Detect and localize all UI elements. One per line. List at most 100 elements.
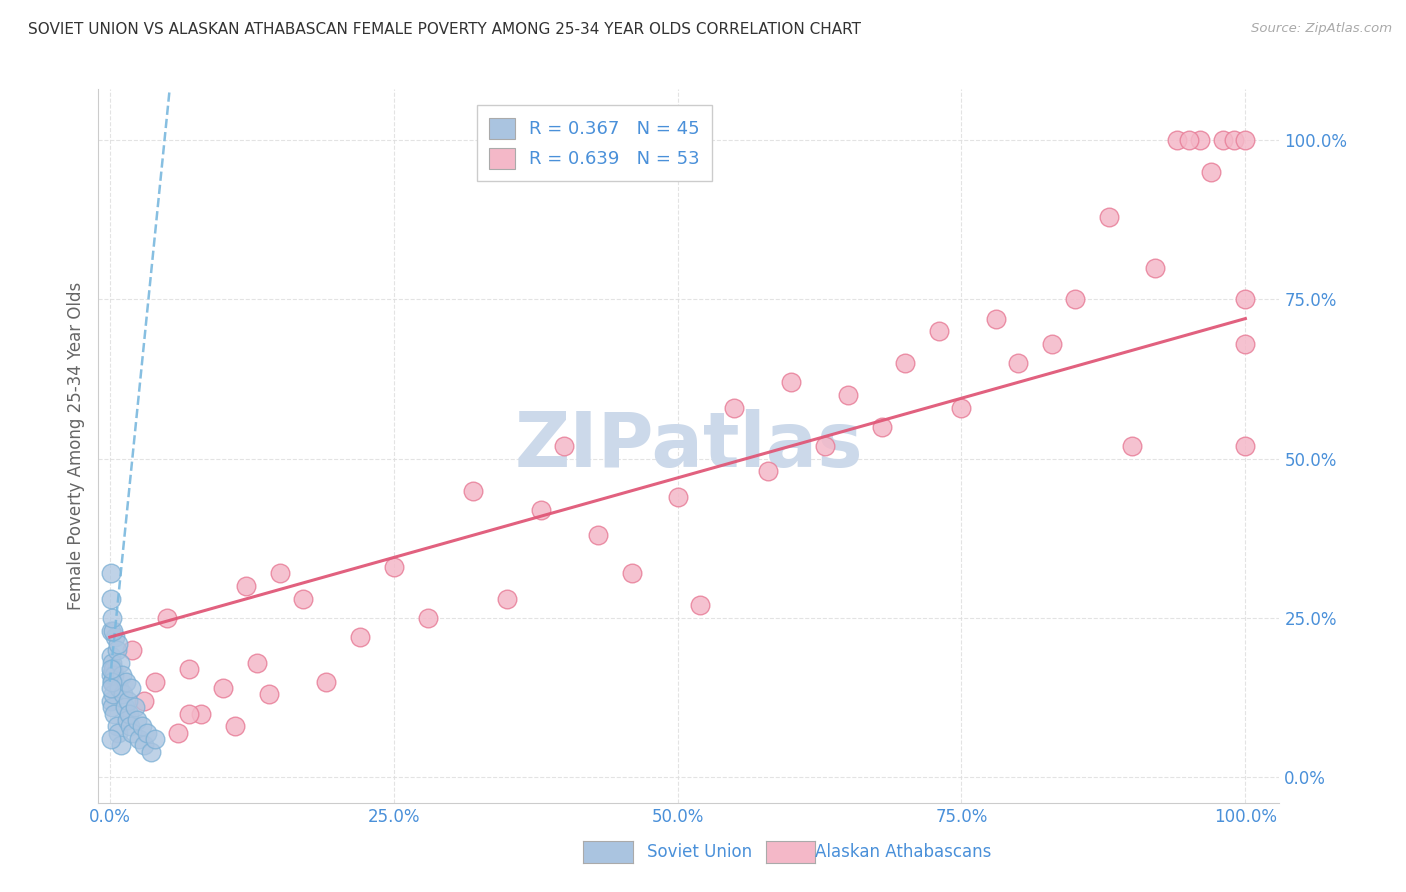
Point: [984, 311, 1007, 326]
Point: [269, 566, 291, 581]
Point: [246, 656, 269, 670]
Point: [139, 745, 162, 759]
Point: [124, 700, 146, 714]
Point: [1188, 133, 1211, 147]
Text: Soviet Union: Soviet Union: [647, 843, 752, 861]
Point: [101, 611, 124, 625]
Point: [101, 674, 124, 689]
Point: [115, 713, 138, 727]
Point: [1212, 133, 1234, 147]
Point: [100, 649, 122, 664]
Point: [103, 688, 124, 702]
Point: [100, 662, 122, 676]
Point: [291, 591, 314, 606]
Point: [112, 688, 135, 702]
Point: [837, 388, 859, 402]
Point: [1098, 210, 1121, 224]
Point: [103, 668, 125, 682]
Point: [190, 706, 212, 721]
Point: [100, 681, 122, 695]
Point: [100, 732, 122, 747]
Point: [1040, 337, 1063, 351]
Point: [117, 694, 139, 708]
Point: [107, 636, 129, 650]
Text: Source: ZipAtlas.com: Source: ZipAtlas.com: [1251, 22, 1392, 36]
Point: [128, 732, 150, 747]
Point: [110, 739, 132, 753]
Point: [103, 624, 124, 638]
Point: [118, 706, 141, 721]
Point: [463, 483, 485, 498]
Point: [1223, 133, 1246, 147]
Point: [114, 674, 136, 689]
Point: [101, 700, 124, 714]
Point: [235, 579, 257, 593]
Point: [120, 681, 142, 695]
Point: [179, 706, 201, 721]
Point: [586, 528, 609, 542]
Point: [315, 674, 337, 689]
Text: Alaskan Athabascans: Alaskan Athabascans: [815, 843, 991, 861]
Point: [1064, 293, 1087, 307]
Point: [100, 624, 122, 638]
Point: [105, 643, 128, 657]
Point: [723, 401, 745, 415]
Point: [100, 668, 122, 682]
Point: [167, 725, 190, 739]
Point: [143, 732, 166, 747]
Point: [103, 706, 125, 721]
Point: [212, 681, 235, 695]
Point: [120, 719, 142, 733]
Text: SOVIET UNION VS ALASKAN ATHABASCAN FEMALE POVERTY AMONG 25-34 YEAR OLDS CORRELAT: SOVIET UNION VS ALASKAN ATHABASCAN FEMAL…: [28, 22, 860, 37]
Point: [143, 674, 166, 689]
Point: [553, 439, 575, 453]
Point: [104, 630, 127, 644]
Point: [103, 662, 124, 676]
Point: [105, 719, 128, 733]
Point: [121, 643, 143, 657]
Point: [349, 630, 371, 644]
Point: [100, 694, 122, 708]
Point: [621, 566, 644, 581]
Point: [132, 739, 155, 753]
Point: [1234, 337, 1257, 351]
Point: [108, 681, 131, 695]
Point: [257, 688, 280, 702]
Point: [1234, 439, 1257, 453]
Point: [1201, 165, 1223, 179]
Point: [131, 719, 153, 733]
Point: [950, 401, 973, 415]
Point: [121, 725, 143, 739]
Point: [780, 376, 803, 390]
Point: [111, 668, 134, 682]
Legend: R = 0.367   N = 45, R = 0.639   N = 53: R = 0.367 N = 45, R = 0.639 N = 53: [477, 105, 713, 181]
Point: [1121, 439, 1143, 453]
Point: [101, 674, 124, 689]
Point: [107, 725, 129, 739]
Point: [108, 656, 131, 670]
Point: [928, 324, 950, 338]
Point: [666, 490, 689, 504]
Point: [870, 420, 893, 434]
Y-axis label: Female Poverty Among 25-34 Year Olds: Female Poverty Among 25-34 Year Olds: [66, 282, 84, 610]
Point: [114, 700, 136, 714]
Point: [179, 662, 201, 676]
Point: [100, 566, 122, 581]
Point: [893, 356, 915, 370]
Point: [136, 725, 159, 739]
Point: [1166, 133, 1188, 147]
Point: [1234, 293, 1257, 307]
Point: [155, 611, 177, 625]
Point: [1143, 260, 1166, 275]
Point: [689, 599, 711, 613]
Point: [416, 611, 439, 625]
Point: [1177, 133, 1199, 147]
Text: ZIPatlas: ZIPatlas: [515, 409, 863, 483]
Point: [1007, 356, 1029, 370]
Point: [100, 591, 122, 606]
Point: [1234, 133, 1257, 147]
Point: [814, 439, 837, 453]
Point: [530, 502, 553, 516]
Point: [132, 694, 155, 708]
Point: [758, 465, 780, 479]
